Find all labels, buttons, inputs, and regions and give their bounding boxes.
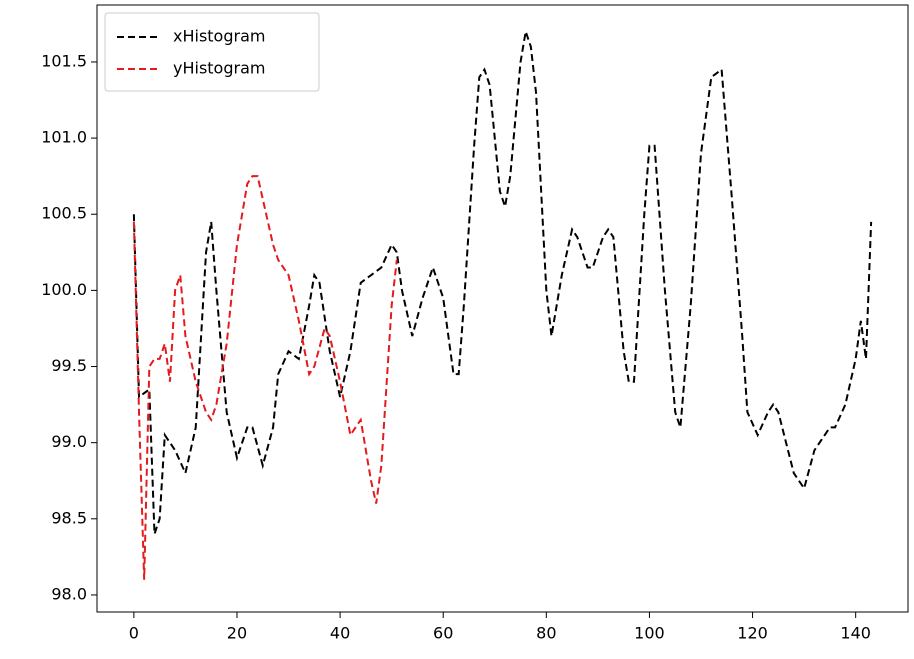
y-tick-label: 99.5: [51, 356, 87, 375]
plot-frame: [96, 4, 909, 613]
x-tick-label: 0: [129, 624, 139, 643]
x-tick-label: 120: [737, 624, 768, 643]
y-tick-label: 100.5: [41, 204, 87, 223]
legend-label: xHistogram: [173, 27, 265, 46]
x-tick-label: 60: [433, 624, 453, 643]
y-tick-label: 99.0: [51, 432, 87, 451]
y-tick-label: 101.0: [41, 128, 87, 147]
legend-label: yHistogram: [173, 59, 265, 78]
line: [132, 175, 398, 580]
x-tick-label: 80: [536, 624, 556, 643]
x-tick-label: 40: [330, 624, 350, 643]
y-tick-label: 101.5: [41, 51, 87, 70]
y-tick-label: 98.0: [51, 584, 87, 603]
y-tick-label: 100.0: [41, 280, 87, 299]
x-tick-label: 140: [840, 624, 871, 643]
legend-box: [104, 12, 320, 92]
x-tick-label: 20: [227, 624, 247, 643]
y-tick-label: 98.5: [51, 508, 87, 527]
x-tick-label: 100: [634, 624, 665, 643]
line: [132, 31, 873, 535]
